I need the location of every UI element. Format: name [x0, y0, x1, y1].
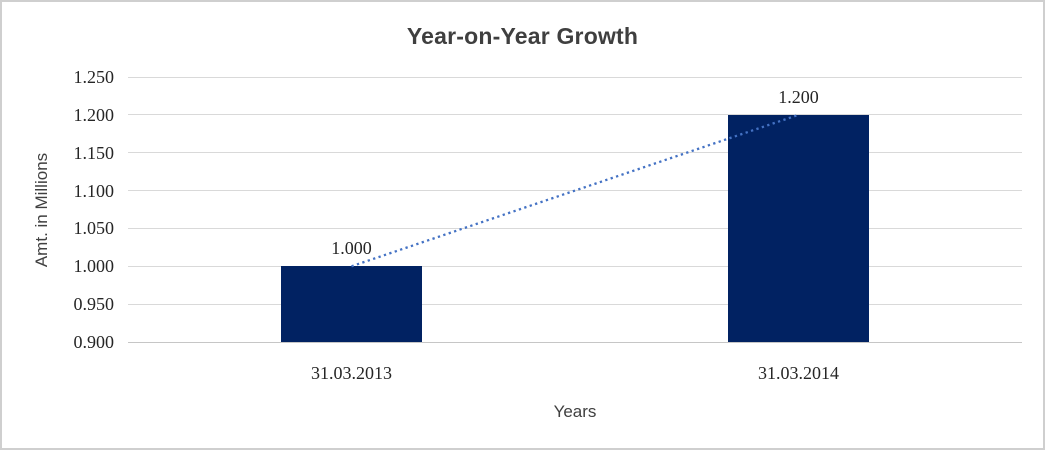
- bar-value-label: 1.000: [331, 238, 372, 259]
- gridline: [128, 152, 1022, 154]
- x-tick-label: 31.03.2013: [311, 363, 392, 383]
- gridline: [128, 265, 1022, 267]
- y-tick-label: 1.100: [73, 180, 115, 201]
- bar-value-label: 1.200: [778, 86, 819, 107]
- chart-title: Year-on-Year Growth: [406, 23, 639, 49]
- y-tick-label: 1.150: [73, 142, 115, 163]
- gridline: [128, 303, 1022, 305]
- gridline: [128, 76, 1022, 78]
- bar-2: [728, 114, 869, 342]
- plot-area: 1.000 1.200: [128, 76, 1022, 343]
- y-tick-label: 1.000: [73, 256, 115, 277]
- y-tick-label: 1.200: [73, 104, 115, 125]
- gridline: [128, 114, 1022, 116]
- y-axis-title: Amt. in Millions: [32, 152, 51, 268]
- x-axis-line: [128, 341, 1022, 343]
- gridline: [128, 227, 1022, 229]
- y-tick-label: 1.050: [73, 218, 115, 239]
- x-tick-label: 31.03.2014: [758, 363, 839, 383]
- y-tick-label: 0.950: [73, 294, 115, 315]
- bar-1: [281, 266, 422, 342]
- y-tick-label: 1.250: [73, 67, 115, 87]
- trendline: [351, 113, 799, 268]
- x-axis-title: Years: [553, 402, 597, 421]
- y-tick-label: 0.900: [73, 332, 115, 352]
